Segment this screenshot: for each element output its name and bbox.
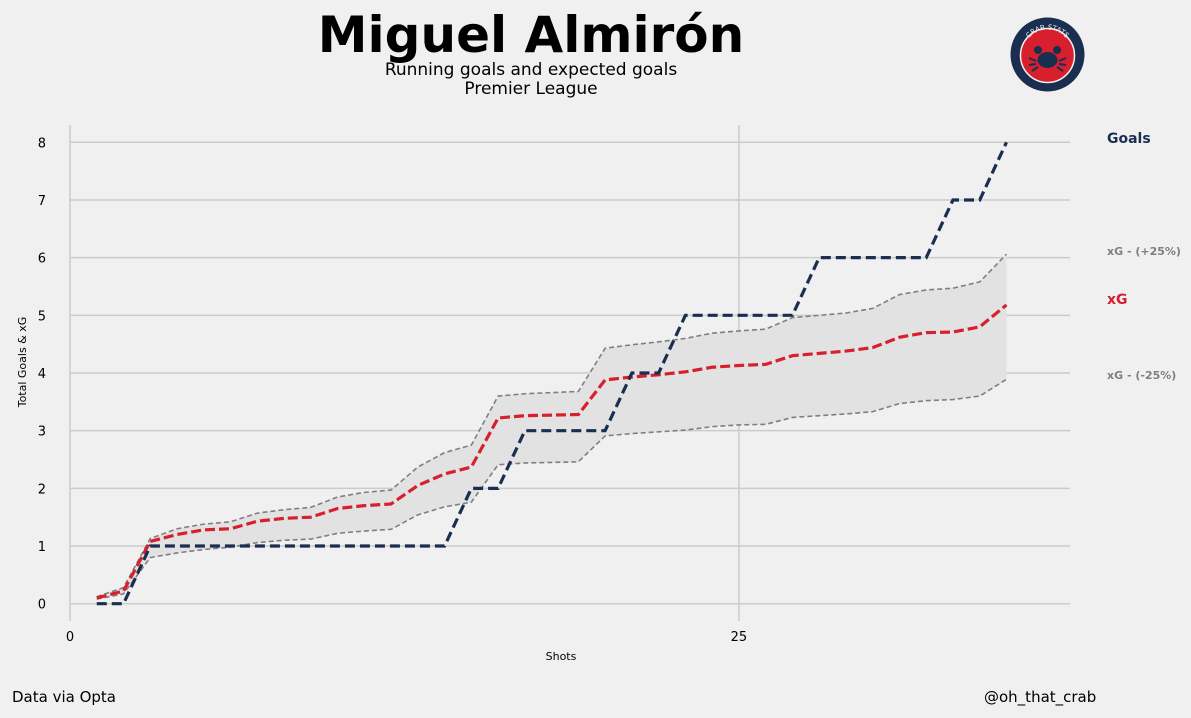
x-axis-label: Shots xyxy=(546,650,577,663)
xg-legend-label: xG xyxy=(1107,292,1128,308)
y-tick-label: 6 xyxy=(38,252,46,267)
xg-lower-legend-label: xG - (-25%) xyxy=(1107,369,1176,382)
y-axis-label: Total Goals & xG xyxy=(16,317,29,409)
goals-line xyxy=(96,141,1008,606)
author-handle: @oh_that_crab xyxy=(984,688,1097,706)
series-lines xyxy=(96,141,1008,606)
goals-legend-label: Goals xyxy=(1107,131,1151,147)
data-source-note: Data via Opta xyxy=(12,688,116,706)
xg-lower-line xyxy=(96,378,1007,600)
y-tick-label: 2 xyxy=(38,482,46,497)
xg-upper-legend-label: xG - (+25%) xyxy=(1107,245,1181,258)
x-tick-label: 25 xyxy=(731,630,748,645)
y-tick-label: 5 xyxy=(38,309,46,324)
xg-upper-line xyxy=(96,253,1008,598)
xg-line xyxy=(96,303,1008,600)
y-tick-label: 4 xyxy=(38,367,46,382)
y-tick-label: 0 xyxy=(38,598,46,613)
competition-label: Premier League xyxy=(464,79,598,99)
chart-subtitle: Running goals and expected goals xyxy=(384,60,678,80)
y-tick-label: 8 xyxy=(38,136,46,151)
y-tick-label: 1 xyxy=(38,540,46,555)
x-tick-labels: 0 25 xyxy=(66,630,747,645)
series-end-labels: Goals xG - (+25%) xG xG - (-25%) xyxy=(1107,131,1181,382)
y-tick-label: 3 xyxy=(38,425,46,440)
x-tick-label: 0 xyxy=(66,630,74,645)
y-tick-label: 7 xyxy=(38,194,46,209)
y-tick-labels: 0 1 2 3 4 5 6 7 8 xyxy=(38,136,46,612)
crab-stats-logo: CRAB STATS xyxy=(1010,17,1085,92)
chart-title: Miguel Almirón xyxy=(317,6,745,64)
